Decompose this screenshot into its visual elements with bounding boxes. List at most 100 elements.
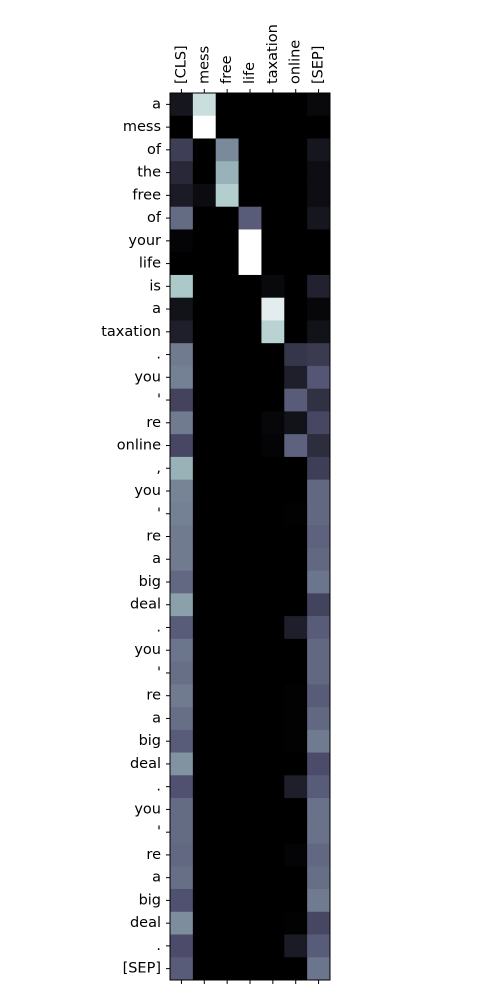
heatmap-cell: [284, 798, 308, 822]
heatmap-cell: [170, 957, 194, 981]
heatmap-cell: [261, 274, 285, 299]
heatmap-cell: [284, 115, 308, 139]
heatmap-cell: [284, 661, 308, 685]
heatmap-cell: [238, 661, 262, 685]
y-tick-label: you: [134, 642, 161, 658]
heatmap-cell: [238, 297, 262, 321]
heatmap-cell: [284, 866, 308, 890]
heatmap-cell: [170, 183, 194, 208]
heatmap-cell: [170, 343, 194, 367]
heatmap-cell: [284, 456, 308, 481]
y-tick-label: deal: [130, 756, 161, 772]
heatmap-cell: [192, 934, 217, 958]
heatmap-cells: [170, 93, 331, 981]
y-tick-label: deal: [130, 915, 161, 931]
heatmap-cell: [307, 388, 331, 412]
heatmap-cell: [261, 957, 285, 981]
heatmap-cell: [307, 911, 331, 936]
heatmap-cell: [238, 593, 262, 617]
heatmap-cell: [284, 388, 308, 412]
heatmap-cell: [284, 434, 308, 458]
heatmap-cell: [192, 343, 217, 367]
x-tick-label: free: [219, 55, 235, 84]
y-tick-label: you: [134, 483, 161, 499]
heatmap-cell: [215, 161, 240, 185]
heatmap-cell: [261, 297, 285, 321]
heatmap-cell: [192, 365, 217, 390]
heatmap-cell: [170, 547, 194, 572]
heatmap-cell: [192, 616, 217, 640]
heatmap-cell: [261, 729, 285, 754]
heatmap-cell: [238, 252, 262, 276]
heatmap-cell: [215, 547, 240, 572]
y-tick-label: ,: [156, 460, 161, 476]
heatmap-cell: [284, 161, 308, 185]
heatmap-cell: [192, 820, 217, 845]
heatmap-cell: [307, 274, 331, 299]
heatmap-cell: [192, 547, 217, 572]
heatmap-cell: [215, 502, 240, 526]
y-tick-label: .: [156, 779, 161, 795]
heatmap-cell: [238, 638, 262, 663]
heatmap-cell: [307, 934, 331, 958]
heatmap-cell: [261, 161, 285, 185]
heatmap-cell: [192, 889, 217, 913]
heatmap-cell: [170, 206, 194, 230]
heatmap-cell: [215, 229, 240, 253]
heatmap-cell: [261, 229, 285, 253]
heatmap-cell: [192, 729, 217, 754]
y-tick-label: re: [146, 415, 161, 431]
heatmap-cell: [284, 729, 308, 754]
heatmap-cell: [192, 206, 217, 230]
heatmap-cell: [192, 252, 217, 276]
heatmap-cell: [284, 775, 308, 799]
heatmap-cell: [284, 638, 308, 663]
x-tick-label: [SEP]: [311, 46, 327, 84]
heatmap-cell: [307, 320, 331, 344]
heatmap-cell: [261, 820, 285, 845]
heatmap-cell: [284, 138, 308, 162]
heatmap-cell: [215, 570, 240, 594]
heatmap-cell: [192, 752, 217, 776]
x-tick-label: life: [242, 62, 258, 84]
heatmap-cell: [170, 661, 194, 685]
heatmap-cell: [284, 252, 308, 276]
heatmap-cell: [261, 775, 285, 799]
heatmap-cell: [307, 434, 331, 458]
x-tick-label: taxation: [265, 24, 281, 84]
heatmap-cell: [215, 934, 240, 958]
heatmap-cell: [284, 684, 308, 708]
heatmap-cell: [238, 434, 262, 458]
heatmap-cell: [307, 456, 331, 481]
heatmap-cell: [170, 775, 194, 799]
heatmap-cell: [192, 684, 217, 708]
heatmap-cell: [284, 502, 308, 526]
heatmap-cell: [238, 365, 262, 390]
heatmap-cell: [261, 434, 285, 458]
heatmap-cell: [192, 525, 217, 549]
y-tick-label: .: [156, 938, 161, 954]
heatmap-cell: [307, 502, 331, 526]
heatmap-cell: [170, 866, 194, 890]
heatmap-cell: [261, 593, 285, 617]
heatmap-cell: [261, 638, 285, 663]
heatmap-cell: [170, 525, 194, 549]
heatmap-cell: [307, 616, 331, 640]
heatmap-cell: [238, 843, 262, 867]
heatmap-cell: [284, 843, 308, 867]
heatmap-cell: [238, 115, 262, 139]
heatmap-cell: [238, 547, 262, 572]
heatmap-cell: [307, 229, 331, 253]
heatmap-cell: [170, 843, 194, 867]
heatmap-cell: [307, 525, 331, 549]
y-tick-label: deal: [130, 597, 161, 613]
heatmap-cell: [261, 547, 285, 572]
y-tick-label: ': [157, 506, 161, 522]
heatmap-cell: [192, 434, 217, 458]
heatmap-cell: [170, 502, 194, 526]
plot-frame: [169, 92, 331, 981]
y-tick-label: taxation: [101, 324, 161, 340]
heatmap-cell: [192, 911, 217, 936]
y-tick-label: ': [157, 824, 161, 840]
heatmap-cell: [284, 707, 308, 731]
